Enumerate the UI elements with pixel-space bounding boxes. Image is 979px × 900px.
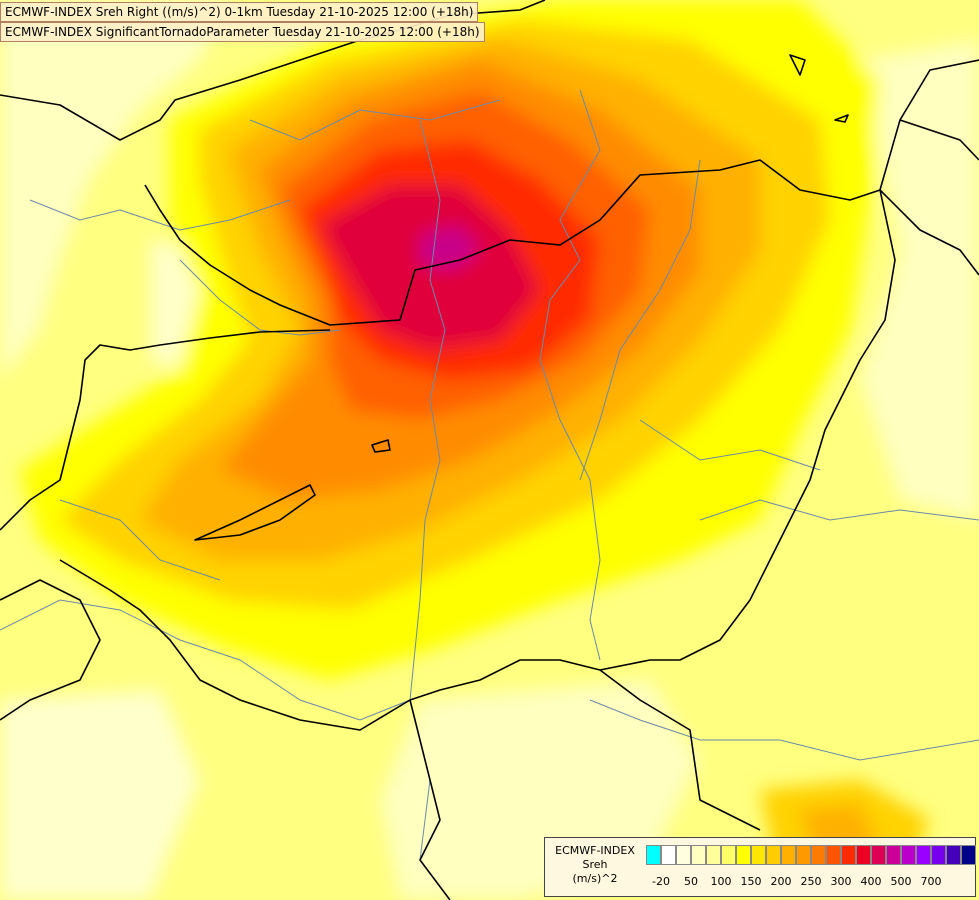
legend-swatch (961, 845, 976, 865)
legend-tick-label: 500 (890, 875, 912, 888)
legend-swatch (691, 845, 706, 865)
legend-tick-label: 250 (800, 875, 822, 888)
legend-swatch (766, 845, 781, 865)
legend-tick-label: 700 (920, 875, 942, 888)
legend-swatch (706, 845, 721, 865)
legend-tick-label: -20 (652, 875, 670, 888)
header-line-2: ECMWF-INDEX SignificantTornadoParameter … (0, 22, 485, 42)
legend-swatch (931, 845, 946, 865)
legend-swatch (901, 845, 916, 865)
legend-swatch (916, 845, 931, 865)
legend-tick-label: 150 (740, 875, 762, 888)
legend-tick-label: 200 (770, 875, 792, 888)
legend-swatch (676, 845, 691, 865)
legend-source: ECMWF-INDEX (555, 844, 635, 857)
legend-swatch (736, 845, 751, 865)
legend-tick-label: 50 (684, 875, 698, 888)
legend-swatch (811, 845, 826, 865)
legend-swatch (646, 845, 661, 865)
header-line-1: ECMWF-INDEX Sreh Right ((m/s)^2) 0-1km T… (0, 2, 479, 22)
legend-unit: (m/s)^2 (572, 872, 618, 885)
legend-swatch (826, 845, 841, 865)
legend-swatch (871, 845, 886, 865)
rivers (0, 89, 979, 861)
legend-swatch (751, 845, 766, 865)
legend-swatch (721, 845, 736, 865)
legend-swatches (646, 845, 976, 865)
legend-title: ECMWF-INDEX Sreh (m/s)^2 (545, 844, 645, 886)
legend-tick-label: 100 (710, 875, 732, 888)
legend-param: Sreh (582, 858, 608, 871)
legend-swatch (796, 845, 811, 865)
colorbar-legend: ECMWF-INDEX Sreh (m/s)^2 -20 50 100 150 200 2… (544, 837, 976, 897)
legend-swatch (886, 845, 901, 865)
legend-tick-label: 300 (830, 875, 852, 888)
legend-swatch (841, 845, 856, 865)
legend-ticks: -20 50 100 150 200 250 300 400 500 700 (646, 875, 976, 889)
legend-swatch (856, 845, 871, 865)
legend-swatch (661, 845, 676, 865)
legend-tick-label: 400 (860, 875, 882, 888)
legend-swatch (946, 845, 961, 865)
legend-swatch (781, 845, 796, 865)
